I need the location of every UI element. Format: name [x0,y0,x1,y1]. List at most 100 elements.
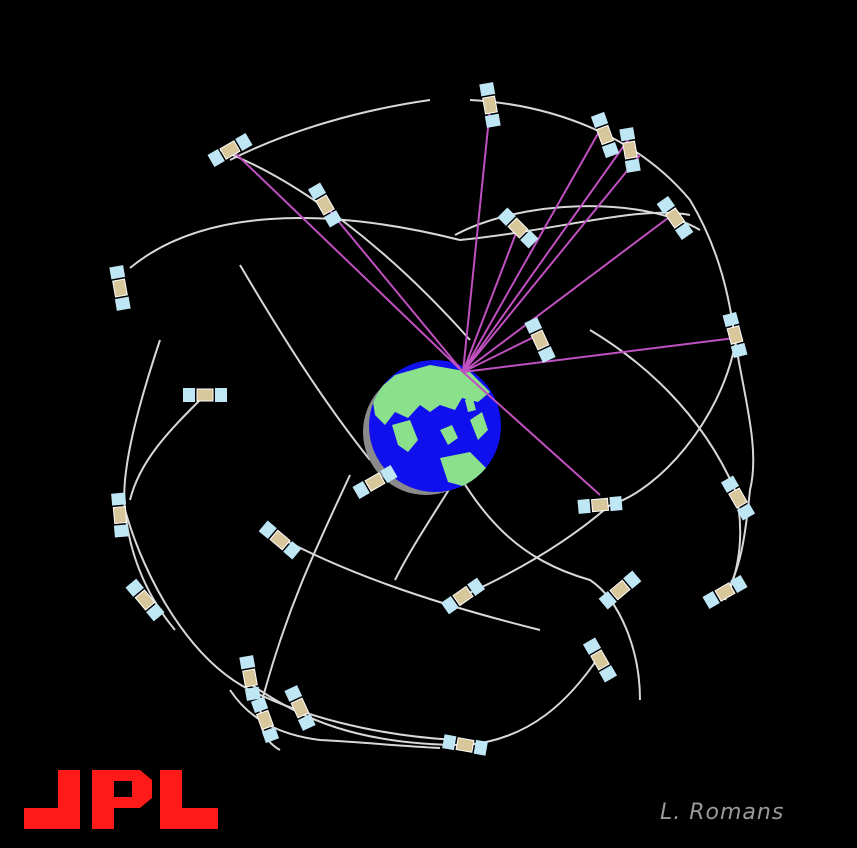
solar-panel [239,655,256,670]
orbit-track [129,399,201,501]
solar-panel [323,210,343,228]
solar-panel [619,127,636,142]
gps-satellite [590,111,620,159]
orbit-track [229,99,431,161]
gps-satellite [702,574,748,610]
solar-panel [577,498,591,514]
satellite-body [507,217,529,239]
solar-panel [720,475,740,493]
gps-satellite [479,82,501,128]
satellite-body [290,697,310,719]
jpl-logo [24,770,218,829]
gps-satellite [722,311,748,359]
signal-line [462,129,601,373]
gps-satellite [125,578,165,622]
gps-satellite [239,655,261,701]
gps-satellite [352,464,398,500]
satellite-body [196,388,214,402]
signal-line [462,334,539,373]
gps-satellite [497,207,539,249]
satellite-body [595,124,615,146]
signal-line [462,139,629,373]
satellite-body [590,649,610,671]
solar-panel [520,230,539,249]
satellites [109,82,756,756]
solar-panel [111,492,127,506]
gps-satellite [582,637,618,683]
satellite-body [219,140,241,160]
satellite-body [609,579,631,601]
solar-panel [598,591,617,610]
solar-panel [244,686,261,701]
signal-lines [231,107,736,496]
signal-line [462,371,601,496]
satellite-body [530,329,550,351]
orbit-track [589,329,742,601]
solar-panel [183,388,195,402]
gps-satellite [442,734,488,756]
signal-line [231,149,464,373]
signal-line [462,154,641,373]
solar-panel [524,317,543,334]
signal-line [462,227,519,373]
solar-panel [146,603,165,622]
solar-panel [307,182,327,200]
satellite-body [134,589,156,611]
solar-panel [284,685,303,702]
orbit-track [464,504,611,596]
solar-panel [207,148,225,168]
satellite-body [242,668,258,688]
solar-panel [598,665,618,683]
solar-panel [702,590,720,610]
solar-panel [590,111,609,128]
gps-satellite [598,570,642,610]
solar-panel [722,311,740,328]
solar-panel [467,577,486,596]
orbit-track [239,264,371,461]
signal-line [462,337,736,373]
gps-satellite [284,685,316,731]
satellite-body [112,505,128,525]
solar-panel [109,265,126,280]
solar-panel [675,222,694,241]
signal-line [462,107,491,373]
solar-panel [582,637,602,655]
gps-satellite [720,475,756,521]
satellite-body [590,497,610,513]
gps-satellite [307,182,343,228]
solar-panel [114,296,131,311]
solar-panel [442,734,457,751]
solar-panel [623,570,642,589]
solar-panel [283,541,302,560]
solar-panel [730,574,748,594]
signal-line [462,214,673,373]
earth [363,360,501,495]
solar-panel [609,496,623,512]
signal-line [324,204,464,373]
solar-panel [125,578,144,597]
orbit-track [609,344,736,506]
satellite-body [255,709,275,731]
solar-panel [440,596,459,615]
solar-panel [235,132,253,152]
gps-satellite [258,520,302,560]
satellite-body [482,95,498,115]
solar-panel [601,142,620,159]
orbit-track [219,149,471,341]
solar-panel [479,82,496,97]
solar-panel [380,464,398,484]
gps-satellite [109,265,131,311]
gps-satellite [619,127,641,173]
solar-panel [484,113,501,128]
solar-panel [624,158,641,173]
solar-panel [730,342,748,359]
gps-satellite [577,496,623,514]
satellite-body [622,140,638,160]
gps-satellite [656,195,694,241]
satellite-body [664,207,686,229]
solar-panel [537,346,556,363]
solar-panel [352,480,370,500]
